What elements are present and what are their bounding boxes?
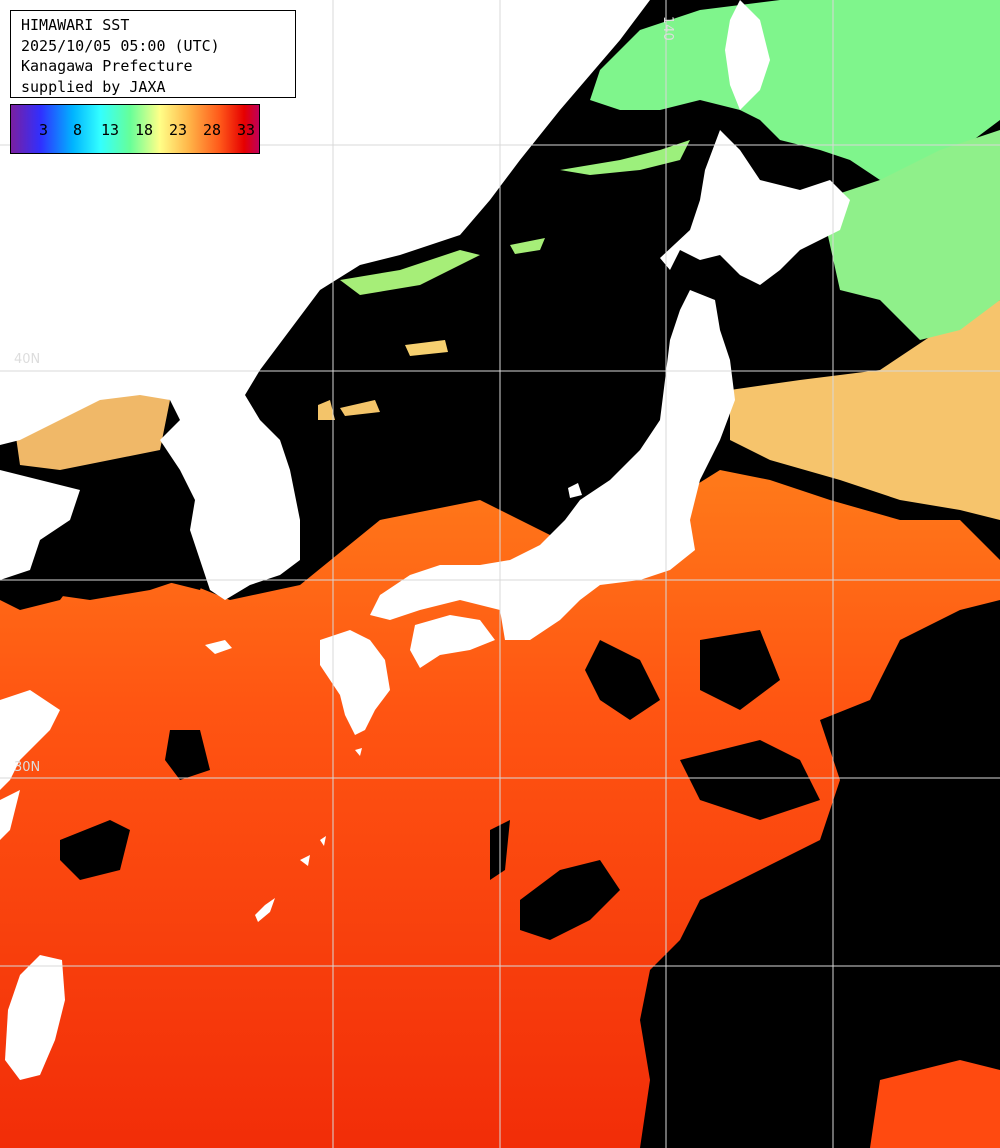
hokkaido xyxy=(660,130,850,285)
legend-gradient xyxy=(11,105,259,153)
china-coast-south xyxy=(0,690,60,790)
legend-label: 33 xyxy=(237,121,256,139)
cold-sea-okhotsk xyxy=(590,0,1000,180)
title-box: HIMAWARI SST 2025/10/05 05:00 (UTC) Kana… xyxy=(10,10,296,98)
legend-label: 18 xyxy=(135,121,154,139)
legend-label: 28 xyxy=(203,121,222,139)
shikoku xyxy=(410,615,495,668)
sakhalin xyxy=(725,0,770,110)
grid-label-140e: 140 xyxy=(660,16,675,41)
taiwan xyxy=(5,955,65,1080)
title-line-3: Kanagawa Prefecture xyxy=(21,57,193,75)
title-line-4: supplied by JAXA xyxy=(21,77,166,96)
china-coast-far-south xyxy=(0,790,20,840)
legend-label: 13 xyxy=(101,121,120,139)
grid-label-40n: 40N xyxy=(14,352,41,367)
jeju xyxy=(205,640,232,654)
cold-sea-pacific-north xyxy=(820,130,1000,340)
cold-sea-strip xyxy=(560,140,690,175)
legend-label: 8 xyxy=(73,121,83,139)
mid-sea-area xyxy=(730,300,1000,520)
title-line-2: 2025/10/05 05:00 (UTC) xyxy=(21,36,220,55)
grid-label-30n: 30N xyxy=(14,760,41,775)
kyushu xyxy=(320,630,390,735)
title-line-1: HIMAWARI SST xyxy=(21,16,130,34)
cold-sea-japan-sea xyxy=(340,238,545,295)
china-coast xyxy=(0,470,80,580)
warm-sea-southeast xyxy=(870,1060,1000,1148)
color-legend: 3 8 13 18 23 28 33 xyxy=(10,104,260,154)
legend-label: 3 xyxy=(39,121,49,139)
ryukyu-islands xyxy=(255,748,362,922)
legend-label: 23 xyxy=(169,121,188,139)
mid-sea-patch xyxy=(405,340,448,356)
honshu xyxy=(370,290,735,640)
sado xyxy=(568,483,582,498)
